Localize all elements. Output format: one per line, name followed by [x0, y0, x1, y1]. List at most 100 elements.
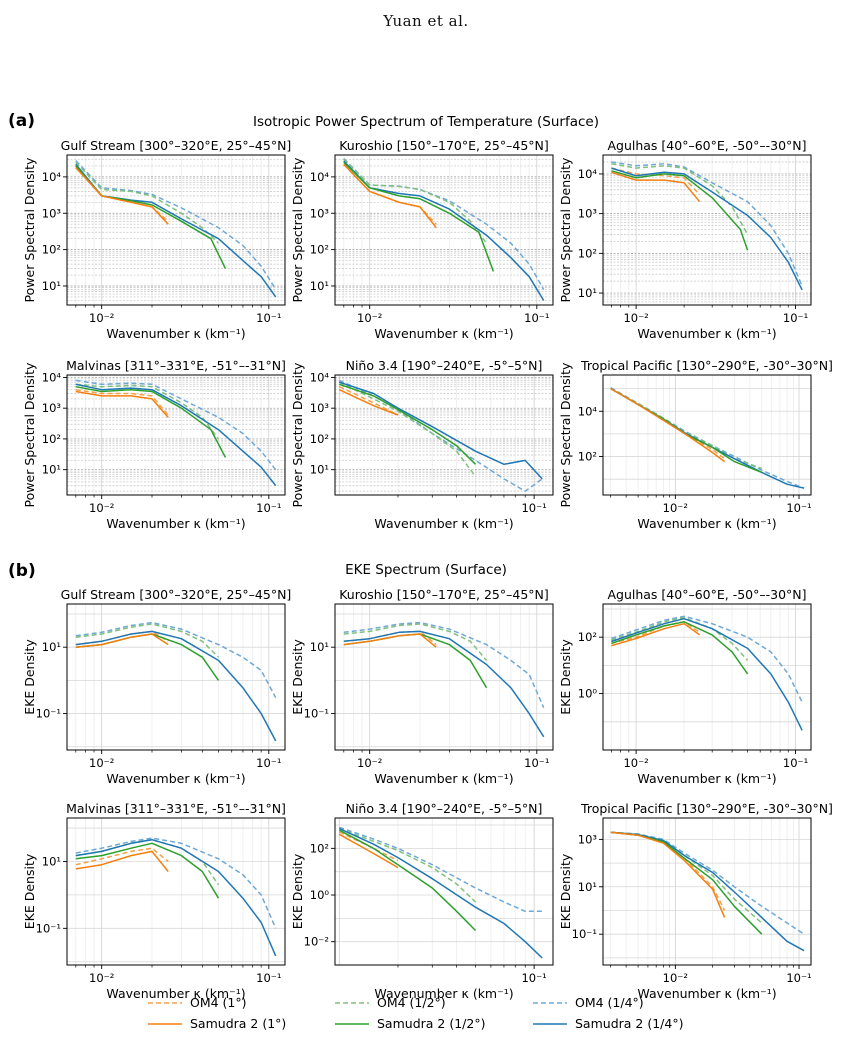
series-line-samudra-2-1-4	[610, 387, 805, 489]
series-line-samudra-2-1	[343, 633, 437, 648]
y-tick-label: 10¹	[42, 854, 61, 868]
y-tick-label: 10⁴	[578, 404, 598, 418]
series-line-samudra-2-1-2	[610, 831, 763, 935]
series-line-samudra-2-1	[610, 831, 726, 918]
y-tick-label: 10³	[310, 206, 330, 220]
x-tick-label: 10⁻²	[357, 756, 382, 770]
x-tick-label: 10⁻²	[623, 311, 648, 325]
subplot-malvinas-311-331-e-51-31-n: 10⁻² 10⁻¹ 10⁻¹ 10¹ Malvinas [311°–331°E, -51…	[22, 801, 286, 1001]
grid	[603, 818, 811, 965]
x-tick-label: 10⁻¹	[524, 756, 549, 770]
legend-item-om4-1-2: OM4 (1/2°)	[335, 995, 446, 1010]
grid	[67, 604, 285, 750]
y-axis-label: Power Spectral Density	[290, 362, 305, 507]
subplot-kuroshio-150-170-e-25-45-n: 10⁻² 10⁻¹ 10⁻¹ 10¹ Kuroshio [150°–170°E, 25°…	[290, 587, 554, 786]
series-group	[75, 160, 277, 298]
y-tick-label: 10⁻²	[304, 935, 329, 949]
legend-item-om4-1: OM4 (1°)	[148, 995, 247, 1010]
y-tick-label: 10¹	[42, 463, 61, 477]
axes-frame	[602, 603, 812, 751]
y-axis-label: EKE Density	[558, 853, 573, 929]
x-tick-label: 10⁻²	[89, 971, 114, 985]
series-group	[343, 621, 545, 738]
y-tick-label: 10³	[310, 401, 330, 415]
x-tick-label: 10⁻¹	[786, 501, 811, 515]
x-tick-label: 10⁻²	[663, 971, 688, 985]
axes-frame	[334, 603, 554, 751]
subplot-title: Tropical Pacific [130°–290°E, -30°–30°N]	[580, 358, 833, 373]
series-line-om4-1-2	[343, 158, 488, 244]
series-line-samudra-2-1-4	[75, 383, 277, 487]
axes-frame	[334, 374, 554, 496]
subplot-title: Malvinas [311°–331°E, -51°–-31°N]	[66, 801, 286, 816]
x-axis-label: Wavenumber κ (km⁻¹)	[106, 516, 245, 531]
subplot-agulhas-40-60-e-50-30-n: 10⁻² 10⁻¹ 10¹ 10² 10³ 10⁴ Agulhas [40°–60°E, -…	[558, 138, 812, 341]
series-group	[610, 831, 805, 952]
x-tick-label: 10⁻¹	[521, 971, 546, 985]
series-line-samudra-2-1	[611, 622, 701, 647]
subplot-title: Kuroshio [150°–170°E, 25°–45°N]	[339, 587, 549, 602]
series-line-samudra-2-1	[75, 850, 169, 872]
x-axis-label: Wavenumber κ (km⁻¹)	[106, 771, 245, 786]
y-tick-label: 10²	[310, 841, 329, 855]
series-line-om4-1-4	[75, 379, 277, 471]
series-line-om4-1-2	[75, 161, 220, 244]
y-tick-label: 10²	[310, 243, 329, 257]
subplot-title: Agulhas [40°–60°E, -50°–-30°N]	[607, 587, 806, 602]
subplot-agulhas-40-60-e-50-30-n: 10⁻² 10⁻¹ 10⁰ 10² Agulhas [40°–60°E, -50°–-3…	[558, 587, 812, 786]
subplot-title: Gulf Stream [300°–320°E, 25°–45°N]	[61, 587, 292, 602]
series-line-om4-1-4	[610, 387, 805, 489]
subplot-tropical-pacific-130-290-e-30-30-n: 10⁻² 10⁻¹ 10⁻¹ 10¹ 10³ Tropical Pacific [130°…	[558, 801, 833, 1001]
panel-suptitle: EKE Spectrum (Surface)	[345, 562, 507, 578]
subplot-title: Tropical Pacific [130°–290°E, -30°–30°N]	[580, 801, 833, 816]
y-axis-label: EKE Density	[558, 639, 573, 715]
series-line-samudra-2-1	[75, 167, 169, 225]
panel-0: (a) Isotropic Power Spectrum of Temperatu…	[8, 111, 833, 531]
series-line-om4-1-2	[611, 616, 749, 661]
axes-frame	[602, 374, 812, 496]
y-tick-label: 10¹	[578, 286, 597, 300]
panel-suptitle: Isotropic Power Spectrum of Temperature …	[253, 114, 599, 130]
series-line-om4-1-4	[610, 831, 805, 935]
series-group	[75, 621, 277, 742]
legend-item-samudra-2-1-2: Samudra 2 (1/2°)	[335, 1016, 485, 1031]
x-tick-label: 10⁻²	[89, 756, 114, 770]
series-line-om4-1	[611, 621, 701, 645]
series-line-om4-1-4	[611, 161, 803, 287]
x-axis-label: Wavenumber κ (km⁻¹)	[637, 986, 776, 1001]
series-line-samudra-2-1-4	[75, 163, 277, 298]
x-axis-label: Wavenumber κ (km⁻¹)	[374, 771, 513, 786]
axes-frame	[66, 817, 286, 966]
grid	[335, 155, 553, 305]
series-line-samudra-2-1-2	[338, 829, 477, 932]
grid	[335, 375, 553, 495]
series-line-samudra-2-1-4	[611, 617, 803, 731]
series-line-om4-1-2	[75, 623, 220, 658]
series-line-samudra-2-1	[338, 833, 399, 869]
subplot-kuroshio-150-170-e-25-45-n: 10⁻² 10⁻¹ 10¹ 10² 10³ 10⁴ Kuroshio [150°–170°E…	[290, 138, 554, 341]
subplot-malvinas-311-331-e-51-31-n: 10⁻² 10⁻¹ 10¹ 10² 10³ 10⁴ Malvinas [311°–331°E…	[22, 358, 286, 531]
legend-label: OM4 (1°)	[190, 995, 247, 1010]
series-line-samudra-2-1	[338, 389, 399, 416]
y-tick-label: 10¹	[310, 640, 329, 654]
x-axis-label: Wavenumber κ (km⁻¹)	[637, 326, 776, 341]
series-line-om4-1-2	[610, 831, 763, 924]
axes-frame	[66, 374, 286, 496]
legend: OM4 (1°) Samudra 2 (1°) OM4 (1/2°) Samudra …	[148, 995, 683, 1031]
y-axis-label: Power Spectral Density	[22, 362, 37, 507]
series-line-om4-1-4	[343, 621, 545, 709]
series-line-om4-1-4	[611, 615, 803, 703]
series-line-om4-1	[75, 388, 169, 416]
y-tick-label: 10⁴	[578, 167, 598, 181]
y-tick-label: 10²	[310, 432, 329, 446]
series-line-om4-1-4	[343, 157, 545, 290]
x-tick-label: 10⁻¹	[524, 311, 549, 325]
y-axis-label: Power Spectral Density	[290, 157, 305, 302]
series-line-om4-1-2	[611, 163, 749, 235]
x-axis-label: Wavenumber κ (km⁻¹)	[374, 326, 513, 341]
grid	[67, 818, 285, 965]
legend-label: OM4 (1/4°)	[575, 995, 644, 1010]
series-line-samudra-2-1-4	[339, 381, 543, 480]
x-tick-label: 10⁻²	[89, 501, 114, 515]
series-line-om4-1-2	[75, 838, 220, 886]
